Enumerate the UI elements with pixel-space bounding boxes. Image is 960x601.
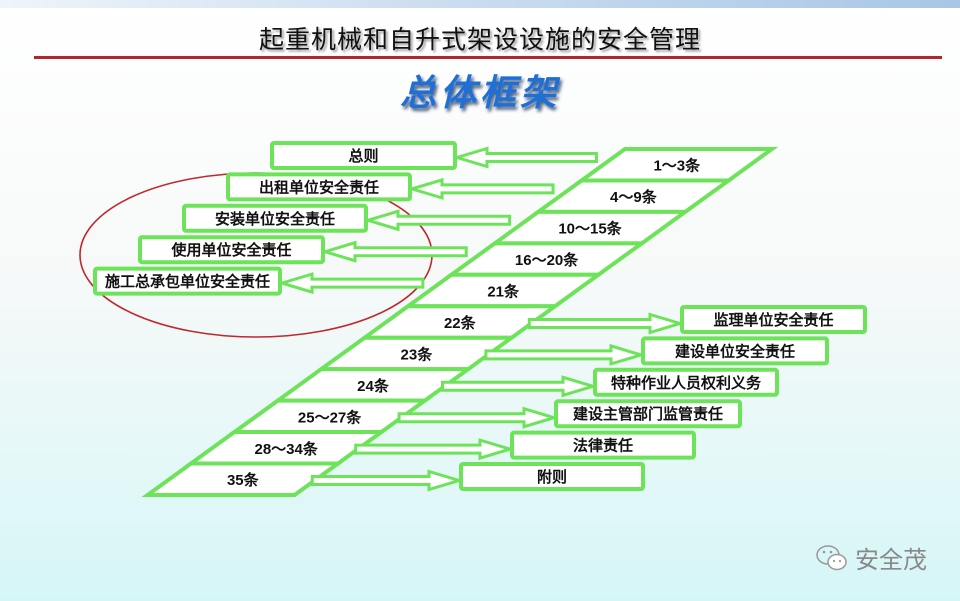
article-label: 1～3条 xyxy=(653,157,701,175)
left-box xyxy=(182,203,368,233)
arrow-icon xyxy=(484,343,647,366)
right-box-label: 建设单位安全责任 xyxy=(675,342,795,360)
right-box xyxy=(680,305,867,334)
right-box xyxy=(510,430,696,460)
right-box-label: 监理单位安全责任 xyxy=(713,311,833,329)
arrow-icon xyxy=(441,375,599,398)
arrow-icon xyxy=(354,438,516,461)
right-box xyxy=(641,336,829,366)
article-label: 16～20条 xyxy=(515,251,579,269)
left-box-label: 施工总承包单位安全责任 xyxy=(105,273,270,291)
top-strip xyxy=(0,0,960,8)
page-subtitle: 总体框架 xyxy=(399,73,560,114)
arrow-icon xyxy=(406,177,555,200)
article-label: 24条 xyxy=(357,377,390,395)
right-box-label: 建设主管部门监管责任 xyxy=(573,405,723,423)
article-label: 10～15条 xyxy=(558,220,622,238)
watermark-text: 安全茂 xyxy=(855,546,927,574)
article-label: 21条 xyxy=(487,283,520,301)
arrow-icon xyxy=(397,406,560,429)
article-label: 25～27条 xyxy=(298,408,362,426)
right-box xyxy=(459,462,645,491)
right-box-label: 法律责任 xyxy=(573,437,633,455)
arrow-icon xyxy=(451,146,598,169)
left-box-label: 出租单位安全责任 xyxy=(259,178,379,196)
left-box-label: 安装单位安全责任 xyxy=(215,210,335,228)
page-title: 起重机械和自升式架设设施的安全管理 xyxy=(258,25,701,54)
right-box xyxy=(593,367,779,397)
article-label: 35条 xyxy=(227,471,260,489)
arrow-icon xyxy=(319,240,468,263)
article-label: 28～34条 xyxy=(255,440,319,458)
left-box-label: 总则 xyxy=(348,147,378,165)
article-label: 22条 xyxy=(444,314,477,332)
left-box xyxy=(226,172,412,202)
arrow-icon xyxy=(276,272,425,295)
article-label: 4～9条 xyxy=(610,188,658,206)
left-box xyxy=(138,235,325,265)
left-box-label: 使用单位安全责任 xyxy=(170,241,291,259)
title-divider xyxy=(34,56,942,59)
watermark: 安全茂 xyxy=(815,540,927,575)
article-label: 23条 xyxy=(401,345,434,363)
left-box xyxy=(93,266,282,296)
right-box-label: 附则 xyxy=(537,468,567,486)
arrow-icon xyxy=(310,469,465,492)
arrow-icon xyxy=(527,312,686,335)
left-box xyxy=(270,141,457,170)
right-box-label: 特种作业人员权利义务 xyxy=(611,374,762,392)
wechat-icon xyxy=(816,544,847,570)
right-box xyxy=(554,399,742,429)
arrow-icon xyxy=(362,209,512,232)
article-row xyxy=(141,461,345,497)
